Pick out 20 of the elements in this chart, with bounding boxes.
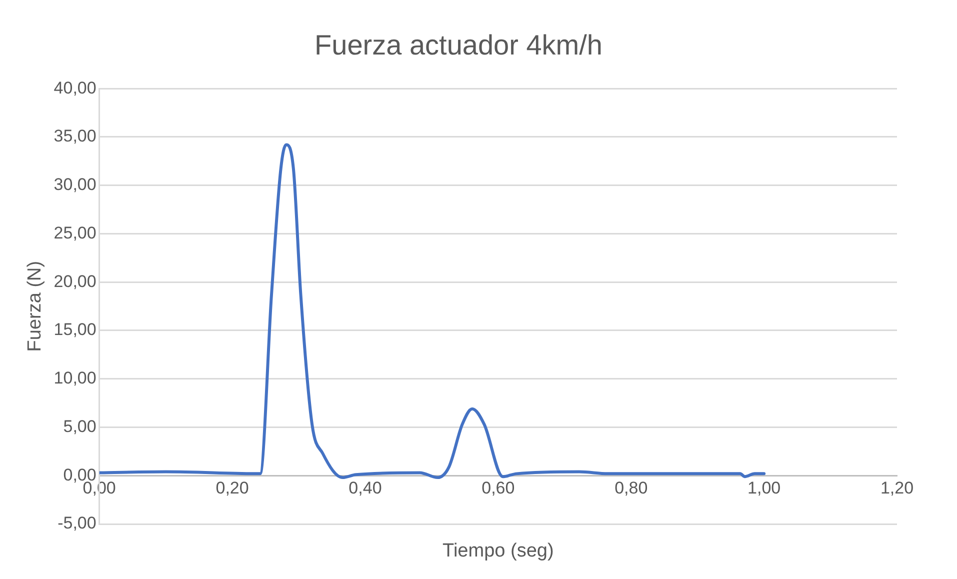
- y-tick-label: 20,00: [54, 272, 96, 291]
- y-tick-label: 25,00: [54, 223, 96, 242]
- x-tick-label: 0,60: [482, 478, 515, 498]
- x-tick-label: 0,20: [216, 478, 249, 498]
- x-tick-label: 1,00: [748, 478, 781, 498]
- y-tick-label: -5,00: [58, 514, 96, 533]
- y-tick-label: 35,00: [54, 126, 96, 146]
- y-tick-label: 5,00: [63, 416, 96, 436]
- y-axis-title: Fuerza (N): [24, 260, 46, 352]
- chart-title: Fuerza actuador 4km/h: [314, 30, 602, 61]
- y-tick-label: 0,00: [63, 465, 96, 484]
- x-tick-label: 1,20: [880, 478, 914, 498]
- x-tick-label: 0,80: [614, 478, 648, 498]
- y-tick-label: 30,00: [54, 175, 96, 194]
- y-tick-label: 10,00: [54, 368, 96, 388]
- x-axis-title: Tiempo (seg): [442, 540, 554, 562]
- y-tick-label: 15,00: [54, 320, 96, 340]
- line-series: [99, 143, 766, 480]
- y-tick-label: 40,00: [54, 78, 96, 98]
- x-tick-label: 0,40: [348, 478, 382, 498]
